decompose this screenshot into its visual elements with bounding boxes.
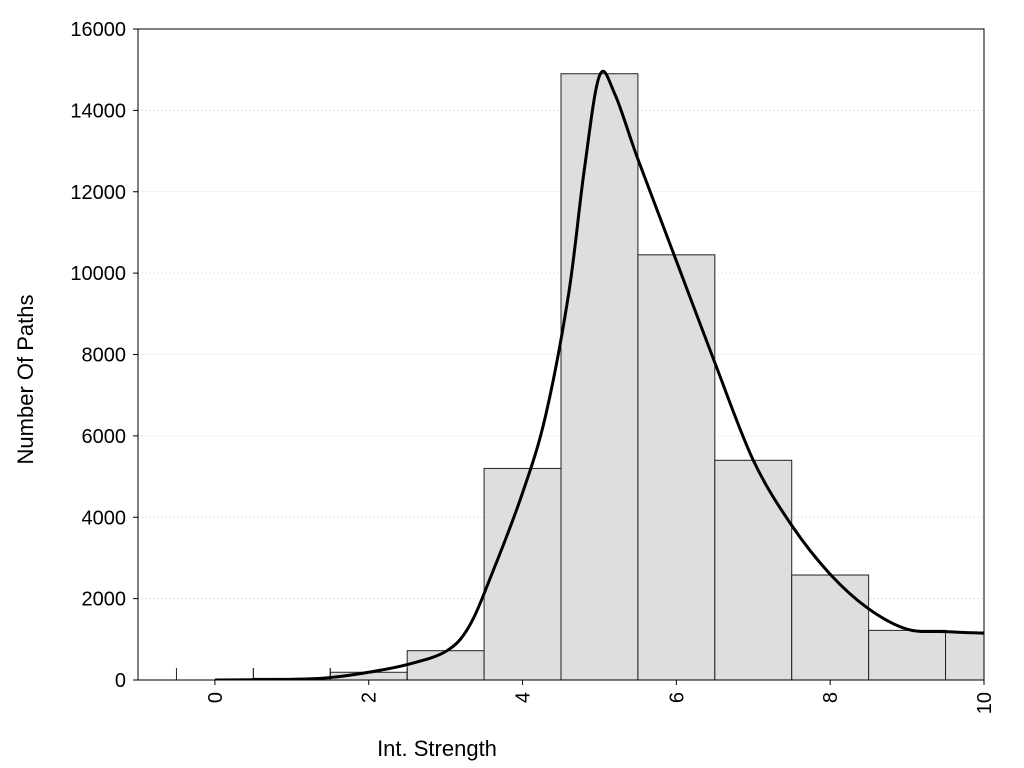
x-tick-label: 8 [820,692,842,703]
bars [175,73,984,680]
histogram-bar [714,459,793,680]
x-tick-label: 6 [666,692,688,703]
y-tick-label: 8000 [82,345,127,367]
curve-layer [214,69,984,680]
y-axis-title: Number Of Paths [13,295,38,465]
y-axis: 0 2000 4000 6000 8000 10000 12000 14000 16000 [70,19,138,692]
y-tick-label: 0 [115,670,126,692]
histogram-bar [868,629,947,680]
histogram-bar [791,574,870,680]
grid-lines [138,109,984,600]
y-tick-label: 6000 [82,426,127,448]
y-tick-label: 4000 [82,507,127,529]
y-tick-label: 12000 [70,182,126,204]
y-tick-label: 10000 [70,263,126,285]
y-tick-label: 2000 [82,589,127,611]
x-axis: 0 2 4 6 8 10 [205,680,996,714]
x-tick-label: 2 [359,692,381,703]
histogram-bar [483,467,562,680]
histogram-bar [637,254,716,680]
x-tick-label: 0 [205,692,227,703]
histogram-bar [560,73,639,680]
density-curve [214,69,984,680]
histogram-bar [406,650,485,680]
y-tick-label: 16000 [70,19,126,41]
histogram-bar [945,631,984,680]
y-tick-label: 14000 [70,100,126,122]
x-axis-title: Int. Strength [377,736,497,761]
x-tick-label: 4 [513,692,535,703]
x-tick-label: 10 [974,692,996,714]
